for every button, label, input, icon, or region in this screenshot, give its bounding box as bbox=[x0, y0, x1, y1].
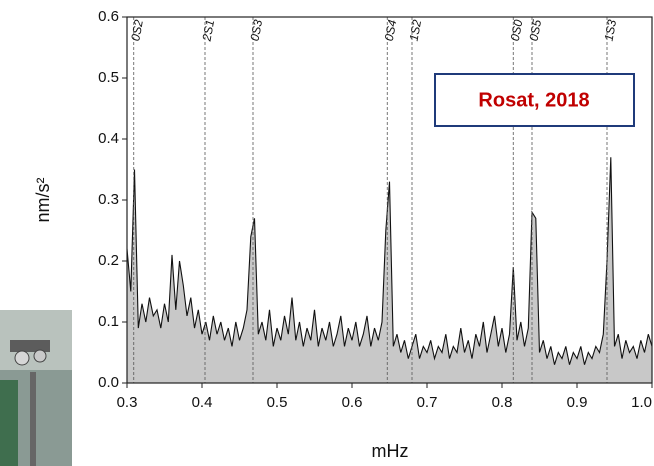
x-tick-label: 0.7 bbox=[417, 394, 438, 411]
mode-label: 0S0 bbox=[508, 18, 526, 42]
mode-label: 2S1 bbox=[199, 19, 217, 43]
x-axis-label: mHz bbox=[372, 441, 409, 461]
y-tick-label: 0.5 bbox=[98, 69, 119, 86]
x-tick-label: 0.9 bbox=[567, 394, 588, 411]
mode-label: 0S4 bbox=[382, 18, 400, 42]
mode-label: 0S5 bbox=[527, 18, 545, 42]
y-axis-label: nm/s² bbox=[33, 177, 53, 222]
x-tick-label: 0.4 bbox=[192, 394, 213, 411]
x-tick-label: 0.8 bbox=[492, 394, 513, 411]
y-tick-label: 0.1 bbox=[98, 313, 119, 330]
y-tick-label: 0.0 bbox=[98, 374, 119, 391]
x-tick-label: 1.0 bbox=[631, 394, 652, 411]
line bbox=[126, 157, 653, 365]
mode-label: 1S2 bbox=[407, 18, 425, 42]
y-tick-label: 0.3 bbox=[98, 191, 119, 208]
x-tick-label: 0.3 bbox=[117, 394, 138, 411]
x-tick-label: 0.5 bbox=[267, 394, 288, 411]
x-tick-label: 0.6 bbox=[342, 394, 363, 411]
y-tick-label: 0.4 bbox=[98, 130, 119, 147]
y-tick-label: 0.6 bbox=[98, 8, 119, 25]
annotation: Rosat, 2018 bbox=[478, 89, 589, 111]
y-tick-label: 0.2 bbox=[98, 252, 119, 269]
area bbox=[127, 157, 652, 383]
mode-label: 0S2 bbox=[128, 18, 146, 42]
mode-label: 0S3 bbox=[248, 18, 266, 42]
mode-label: 1S3 bbox=[602, 18, 620, 42]
annotation-box bbox=[434, 73, 635, 127]
photo bbox=[0, 310, 72, 466]
